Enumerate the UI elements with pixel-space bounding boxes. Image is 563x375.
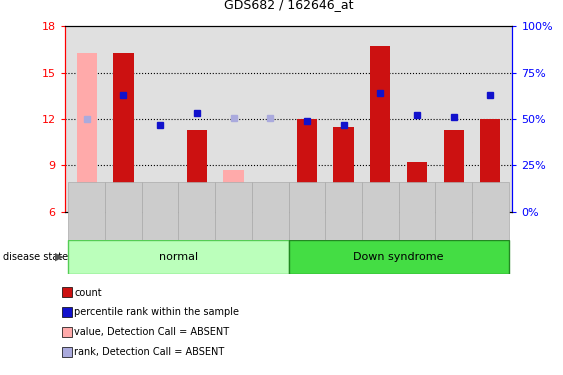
- Bar: [187, 130, 207, 212]
- Bar: [69, 182, 105, 240]
- Bar: [435, 182, 472, 240]
- Text: ▶: ▶: [55, 252, 64, 262]
- Bar: [444, 130, 464, 212]
- Bar: [113, 53, 133, 212]
- Text: percentile rank within the sample: percentile rank within the sample: [74, 308, 239, 317]
- Text: Down syndrome: Down syndrome: [354, 252, 444, 262]
- Text: disease state: disease state: [3, 252, 68, 262]
- Bar: [215, 182, 252, 240]
- Text: GDS682 / 162646_at: GDS682 / 162646_at: [224, 0, 354, 11]
- Bar: [289, 240, 508, 274]
- Bar: [472, 182, 508, 240]
- Bar: [289, 182, 325, 240]
- Bar: [260, 189, 280, 212]
- Bar: [480, 119, 501, 212]
- Bar: [178, 182, 215, 240]
- Bar: [105, 182, 142, 240]
- Bar: [224, 170, 244, 212]
- Bar: [297, 119, 317, 212]
- Bar: [325, 182, 362, 240]
- Bar: [77, 53, 97, 212]
- Text: count: count: [74, 288, 102, 297]
- Bar: [252, 182, 289, 240]
- Text: value, Detection Call = ABSENT: value, Detection Call = ABSENT: [74, 327, 230, 337]
- Bar: [69, 240, 289, 274]
- Bar: [150, 189, 170, 212]
- Text: normal: normal: [159, 252, 198, 262]
- Bar: [399, 182, 435, 240]
- Bar: [333, 127, 354, 212]
- Bar: [362, 182, 399, 240]
- Bar: [370, 46, 390, 212]
- Text: rank, Detection Call = ABSENT: rank, Detection Call = ABSENT: [74, 347, 225, 357]
- Bar: [142, 182, 178, 240]
- Bar: [407, 162, 427, 212]
